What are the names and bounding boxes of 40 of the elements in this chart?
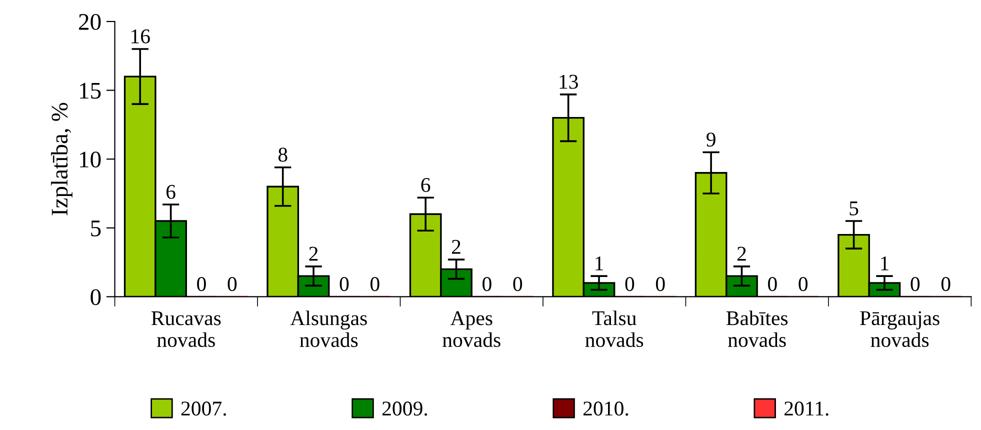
data-label: 2 — [452, 240, 460, 254]
data-label: 1 — [596, 256, 603, 270]
data-label: 0 — [625, 277, 634, 292]
data-label: 2 — [737, 246, 746, 261]
data-label: 6 — [166, 184, 176, 199]
data-label: 8 — [278, 148, 288, 162]
legend-label: 2009. — [382, 402, 428, 416]
y-tick-label: 15 — [80, 82, 101, 99]
data-label: 16 — [132, 29, 150, 44]
data-label: 0 — [340, 277, 349, 292]
data-label: 9 — [706, 132, 716, 147]
data-label: 0 — [513, 277, 522, 292]
data-label: 0 — [370, 277, 380, 292]
data-label: 0 — [197, 277, 206, 292]
data-label: 0 — [910, 277, 920, 292]
legend-label: 2010. — [583, 402, 628, 416]
x-tick-label: Talsu novads — [585, 310, 644, 348]
x-tick-label: Alsungas novads — [290, 310, 367, 348]
data-label: 1 — [881, 256, 888, 270]
y-tick-label: 0 — [90, 289, 101, 306]
data-label: 5 — [850, 202, 858, 216]
x-tick-label: Apes novads — [442, 311, 500, 348]
data-label: 13 — [560, 74, 578, 89]
data-label: 0 — [228, 277, 237, 292]
data-label: 0 — [482, 277, 492, 292]
y-axis-title: Izplatība, % — [51, 102, 72, 216]
y-tick-label: 10 — [80, 152, 101, 168]
x-tick-label: Rucavas novads — [151, 311, 221, 348]
data-label: 0 — [768, 277, 777, 292]
legend-label: 2007. — [181, 402, 226, 416]
legend-label: 2011. — [784, 402, 828, 416]
data-label: 0 — [941, 277, 950, 292]
data-label: 2 — [309, 246, 318, 261]
data-label: 0 — [656, 277, 665, 292]
x-tick-label: Pārgaujas novads — [860, 311, 940, 348]
data-label: 6 — [421, 178, 430, 192]
x-tick-label: Babītes novads — [726, 310, 788, 348]
y-tick-label: 20 — [79, 14, 101, 30]
data-label: 0 — [798, 277, 808, 292]
y-tick-label: 5 — [91, 220, 101, 236]
